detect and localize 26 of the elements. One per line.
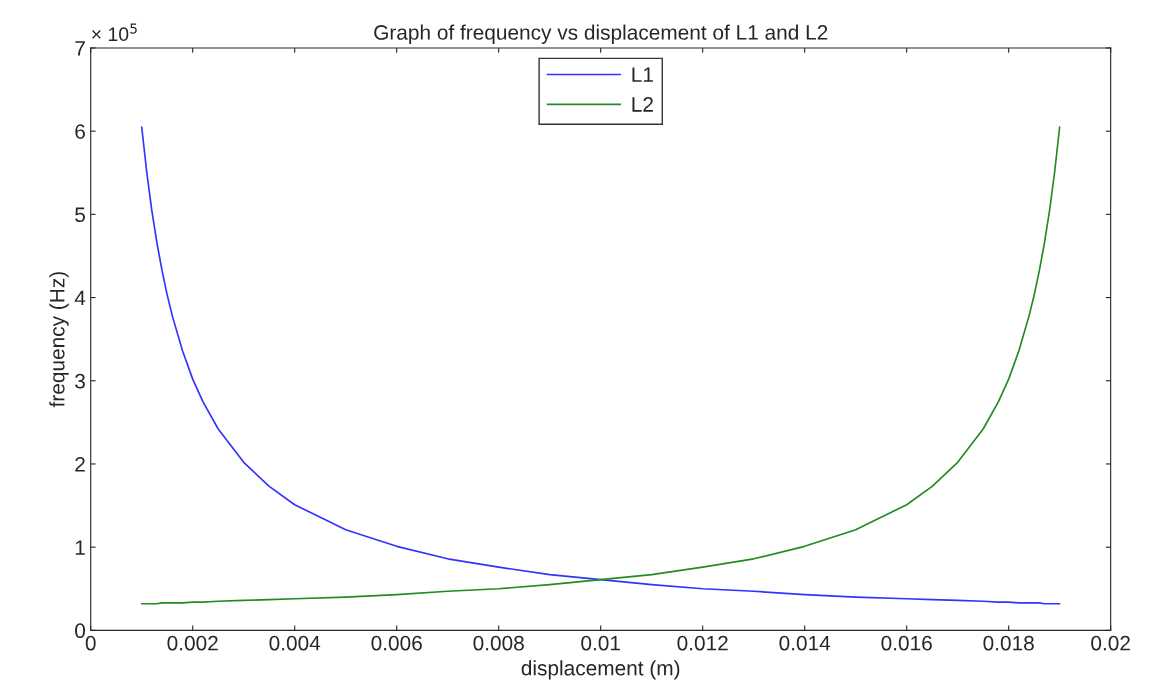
x-axis-title: displacement (m) [521,660,680,680]
x-tick-label: 0.018 [983,635,1034,651]
y-tick-label: 3 [75,373,85,389]
x-tick-label: 0.012 [677,635,728,651]
x-tick-label: 0.014 [779,635,831,651]
x-tick-label: 0.02 [1091,635,1130,651]
y-tick-label: 6 [75,124,85,139]
text: × 10$^{5}$ [92,23,137,42]
y-axis-title: frequency (Hz) [49,272,69,408]
y-tick-label: 4 [74,290,86,306]
x-tick-label: 0.006 [371,635,422,651]
x-tick-label: 0 [85,635,96,651]
y-tick-label: 0 [75,623,86,639]
legend-label: L2 [632,97,653,112]
x-tick-label: 0.01 [581,635,620,651]
x-tick-label: 0.004 [269,635,321,651]
y-tick-label: 5 [75,207,85,223]
y-tick-label: 7 [75,41,85,56]
x-tick-label: 0.016 [881,635,932,651]
chart-title: Graph of frequency vs displacement of L1 and L2 [374,24,828,44]
y-tick-label: 1 [75,540,85,555]
legend-label: L1 [632,67,653,82]
x-tick-label: 0.002 [167,635,218,651]
x-tick-label: 0.008 [473,635,524,651]
line-series [140,126,1061,605]
y-tick-label: 2 [75,456,85,472]
